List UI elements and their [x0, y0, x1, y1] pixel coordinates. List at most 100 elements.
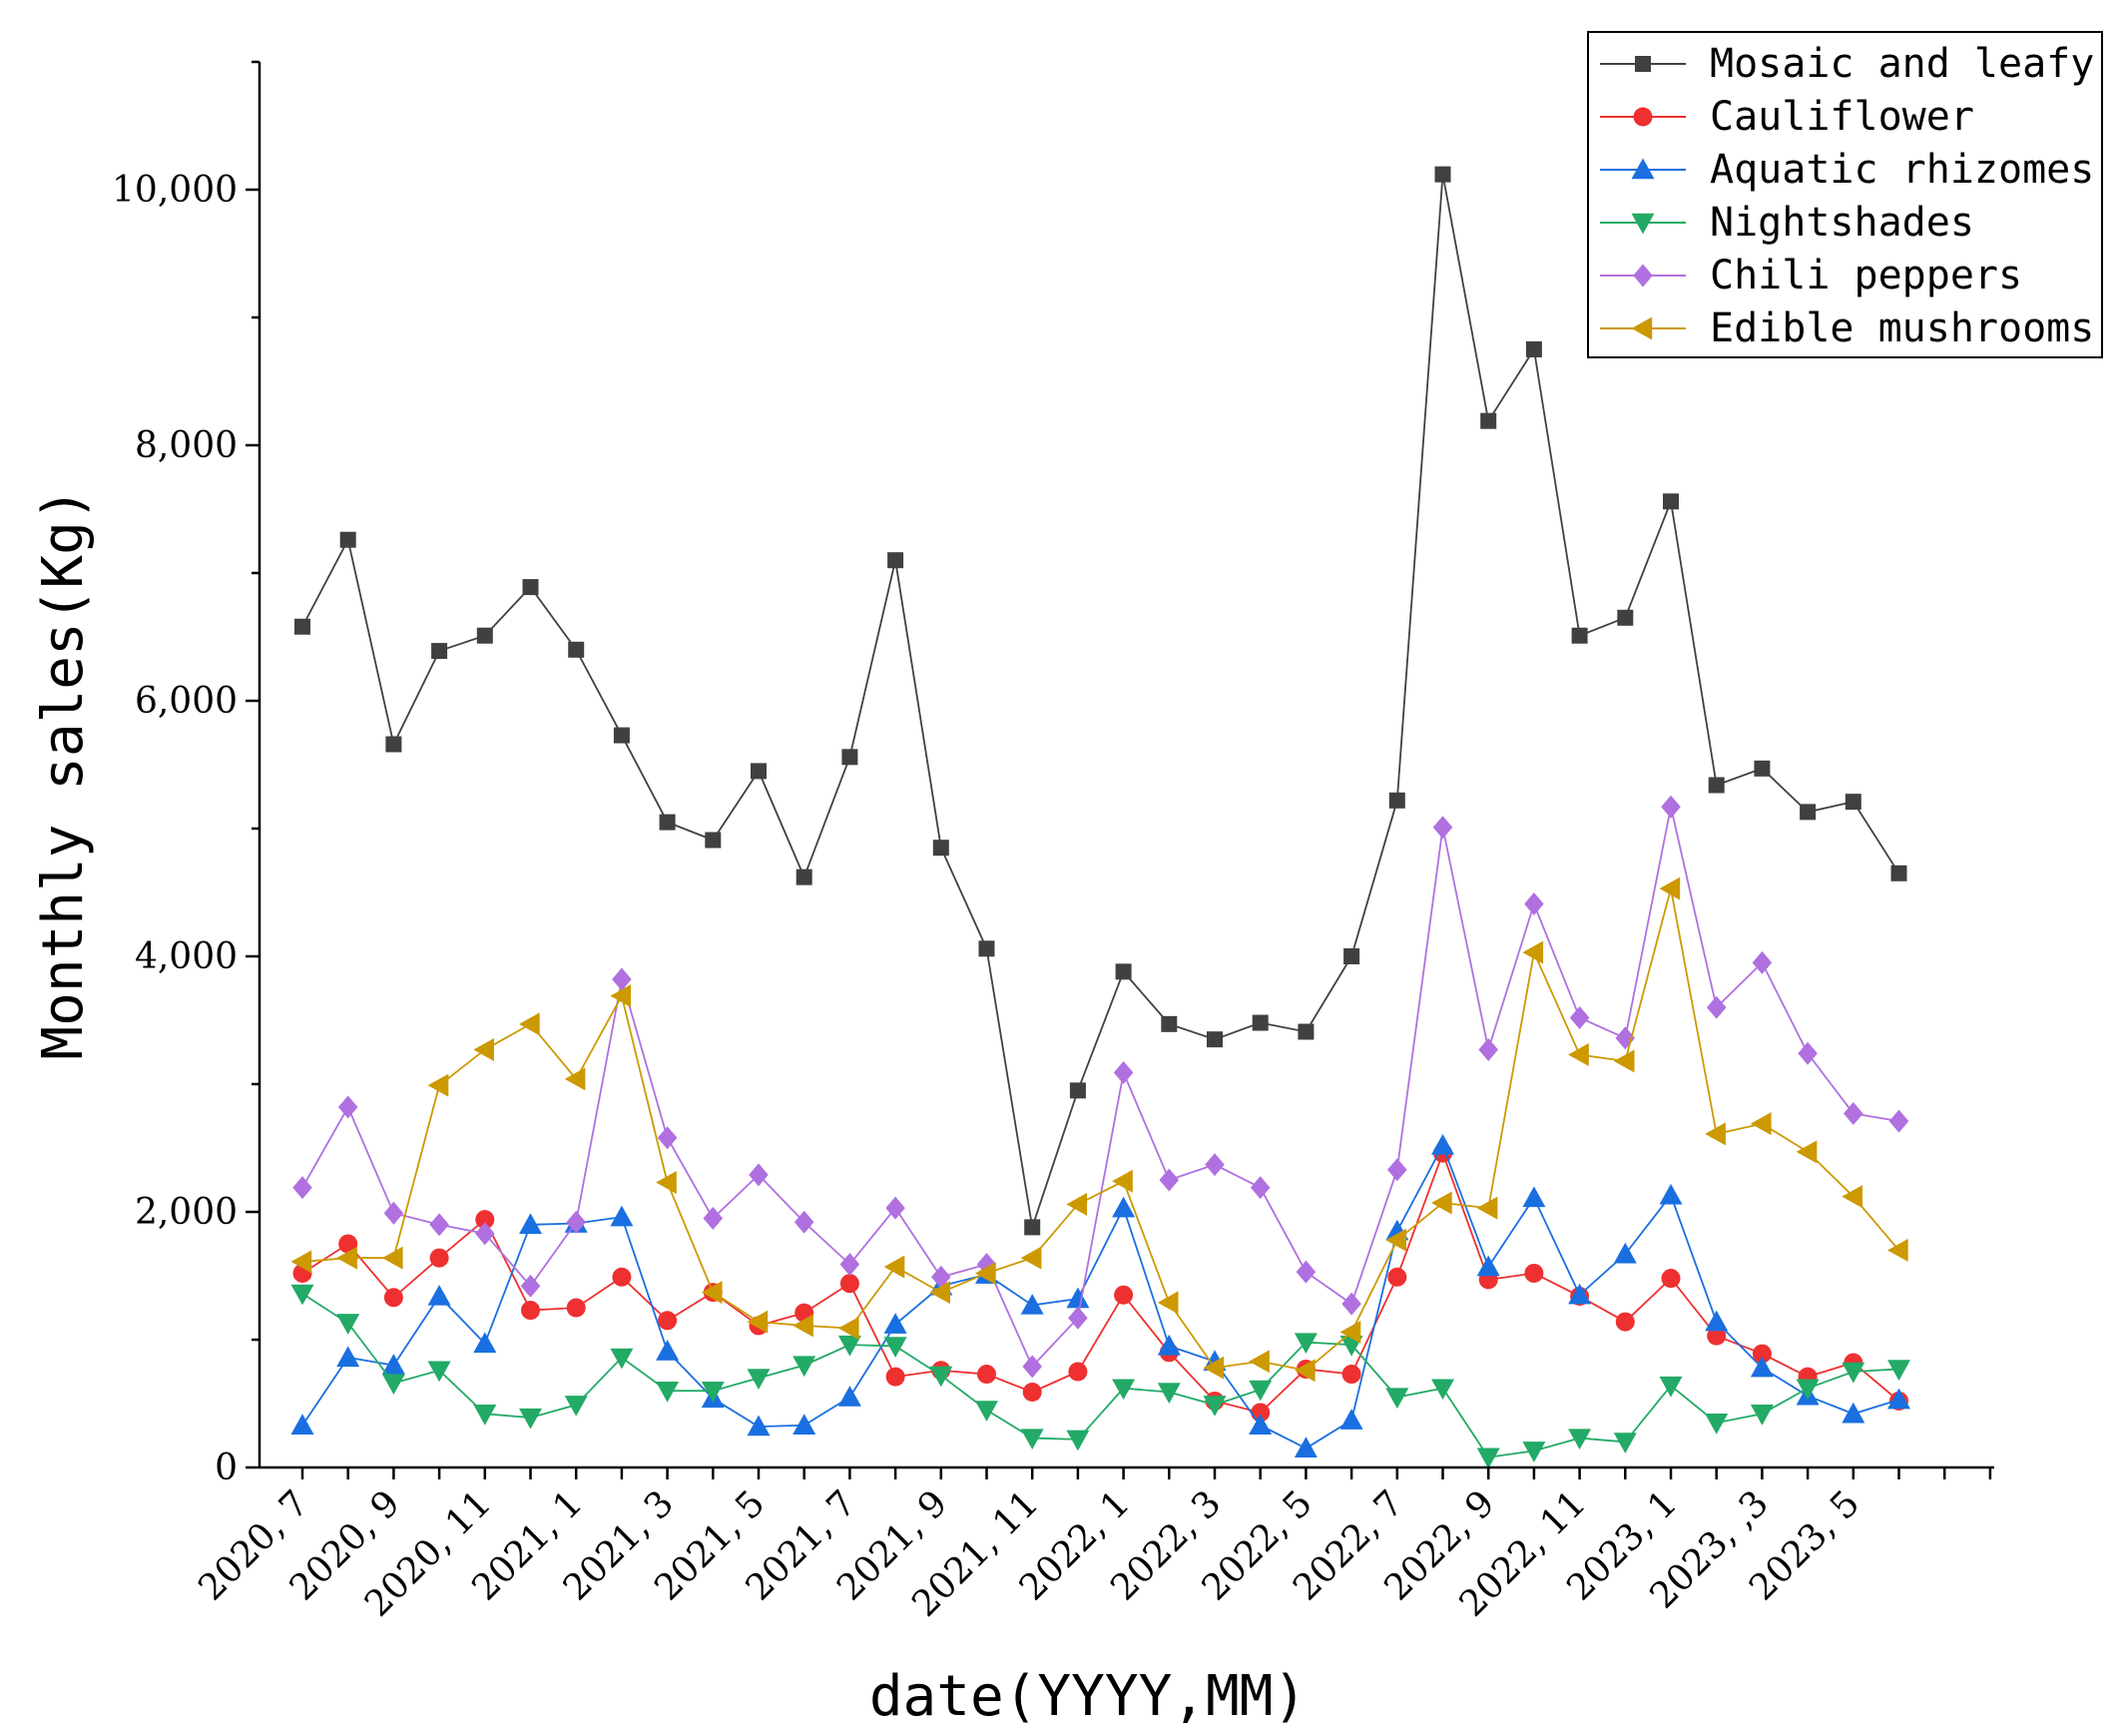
data-point	[564, 1067, 586, 1091]
data-point	[612, 1267, 632, 1287]
data-point	[977, 1365, 996, 1385]
data-point	[1476, 1255, 1500, 1277]
data-point	[1203, 1356, 1225, 1380]
data-point	[381, 1246, 403, 1270]
data-point	[1798, 1041, 1818, 1065]
data-point	[1705, 1310, 1729, 1332]
data-point	[1842, 1402, 1865, 1424]
data-point	[427, 1361, 451, 1383]
data-point	[1631, 213, 1655, 235]
data-point	[381, 1354, 405, 1375]
data-point	[1750, 1356, 1774, 1378]
data-point	[1434, 166, 1451, 183]
data-point	[796, 868, 812, 885]
data-point	[751, 763, 767, 780]
data-point	[1020, 1293, 1044, 1315]
data-point	[1249, 1350, 1270, 1374]
legend: Mosaic and leafy Cauliflower Aquatic rhizo…	[1587, 31, 2103, 358]
data-point	[837, 1386, 861, 1407]
data-point	[1341, 1292, 1361, 1316]
data-point	[473, 1405, 497, 1426]
data-point	[522, 579, 539, 596]
data-point	[883, 1337, 907, 1358]
data-point	[1115, 963, 1132, 980]
data-point	[429, 1248, 449, 1268]
data-point	[1024, 1219, 1041, 1236]
data-point	[793, 1356, 816, 1378]
data-point	[475, 1222, 495, 1246]
data-point	[385, 736, 402, 753]
data-point	[1249, 1380, 1273, 1402]
data-point	[1203, 1396, 1227, 1417]
data-point	[1659, 1183, 1683, 1205]
legend-label: Mosaic and leafy	[1710, 41, 2094, 87]
y-tick-label: 0	[215, 1447, 238, 1488]
data-point	[1750, 1405, 1774, 1426]
data-point	[1752, 950, 1773, 974]
data-point	[1708, 777, 1725, 794]
data-point	[1480, 412, 1497, 429]
data-point	[656, 1171, 677, 1195]
data-point	[1571, 627, 1588, 644]
data-point	[841, 749, 858, 766]
data-point	[705, 832, 722, 849]
y-tick-label: 8,000	[135, 425, 238, 466]
legend-item: Aquatic rhizomes	[1600, 147, 2094, 193]
data-point	[1705, 1122, 1726, 1146]
legend-label: Chili peppers	[1710, 253, 2022, 298]
data-point	[1431, 1379, 1454, 1401]
data-point	[1022, 1382, 1042, 1402]
data-point	[885, 1367, 905, 1387]
data-point	[747, 1310, 769, 1334]
data-point	[1157, 1383, 1181, 1404]
data-point	[1522, 940, 1544, 964]
data-point	[1114, 1285, 1134, 1305]
series-layer	[290, 166, 1910, 1469]
data-point	[292, 1176, 312, 1200]
data-point	[749, 1163, 769, 1187]
data-point	[1339, 1409, 1363, 1430]
data-point	[883, 1255, 905, 1279]
y-tick-label: 2,000	[135, 1192, 238, 1233]
data-point	[1298, 1023, 1315, 1040]
legend-item: Chili peppers	[1600, 253, 2022, 298]
data-point	[1249, 1414, 1273, 1435]
data-point	[978, 940, 995, 957]
data-point	[1205, 1153, 1225, 1177]
data-point	[1157, 1334, 1181, 1356]
data-point	[1112, 1379, 1136, 1401]
data-point	[1617, 609, 1634, 626]
data-point	[1339, 1320, 1361, 1344]
data-point	[610, 984, 632, 1008]
data-point	[887, 552, 904, 569]
data-point	[1890, 865, 1907, 881]
data-point	[1635, 56, 1651, 72]
data-point	[1068, 1362, 1088, 1382]
series-mosaic-and-leafy	[294, 166, 1907, 1236]
data-point	[1113, 1060, 1134, 1084]
data-point	[566, 1210, 586, 1234]
series-line	[301, 887, 1900, 1372]
data-point	[610, 1348, 634, 1370]
data-point	[931, 1265, 951, 1289]
data-point	[1569, 1005, 1590, 1029]
data-point	[1631, 158, 1655, 180]
data-point	[612, 967, 632, 991]
data-point	[427, 1284, 451, 1306]
data-point	[1525, 341, 1542, 357]
data-point	[337, 1095, 358, 1119]
data-point	[1250, 1176, 1271, 1200]
data-point	[336, 1246, 357, 1270]
data-point	[701, 1382, 725, 1403]
data-point	[290, 1284, 314, 1306]
data-point	[656, 1340, 680, 1361]
data-point	[519, 1012, 540, 1036]
data-point	[975, 1401, 998, 1422]
data-point	[1661, 795, 1681, 819]
data-point	[520, 1274, 541, 1298]
y-tick-label: 10,000	[112, 170, 238, 211]
data-point	[1296, 1260, 1317, 1284]
data-point	[1159, 1168, 1180, 1192]
data-point	[338, 1234, 358, 1254]
